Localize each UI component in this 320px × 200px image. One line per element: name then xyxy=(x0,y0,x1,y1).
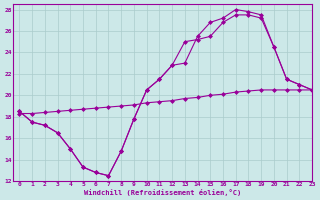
X-axis label: Windchill (Refroidissement éolien,°C): Windchill (Refroidissement éolien,°C) xyxy=(84,189,241,196)
